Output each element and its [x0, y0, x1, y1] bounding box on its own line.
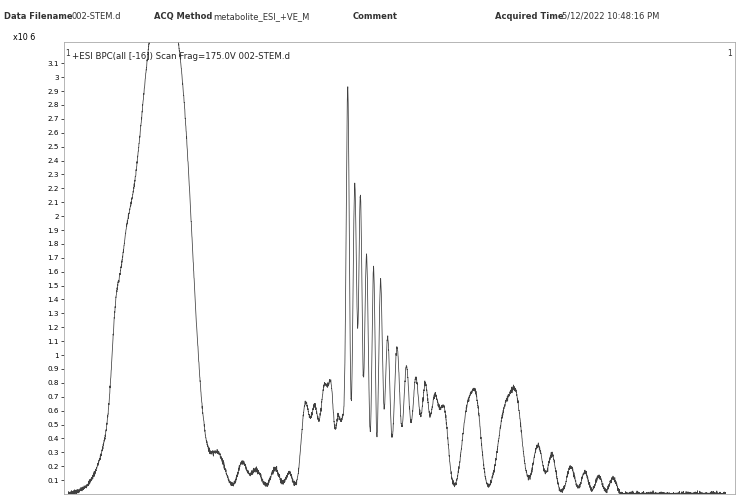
Text: +ESI BPC(all [-16]) Scan Frag=175.0V 002-STEM.d: +ESI BPC(all [-16]) Scan Frag=175.0V 002… — [72, 52, 290, 61]
Text: ACQ Method: ACQ Method — [154, 11, 212, 21]
Text: Comment: Comment — [352, 11, 398, 21]
Text: 1: 1 — [65, 49, 70, 58]
Text: Acquired Time: Acquired Time — [495, 11, 564, 21]
Text: 002-STEM.d: 002-STEM.d — [71, 11, 121, 21]
Text: Data Filename: Data Filename — [4, 11, 72, 21]
Text: metabolite_ESI_+VE_M: metabolite_ESI_+VE_M — [214, 11, 310, 21]
Text: x10 6: x10 6 — [13, 33, 36, 42]
Text: 1: 1 — [728, 49, 732, 58]
Text: 5/12/2022 10:48:16 PM: 5/12/2022 10:48:16 PM — [562, 11, 660, 21]
